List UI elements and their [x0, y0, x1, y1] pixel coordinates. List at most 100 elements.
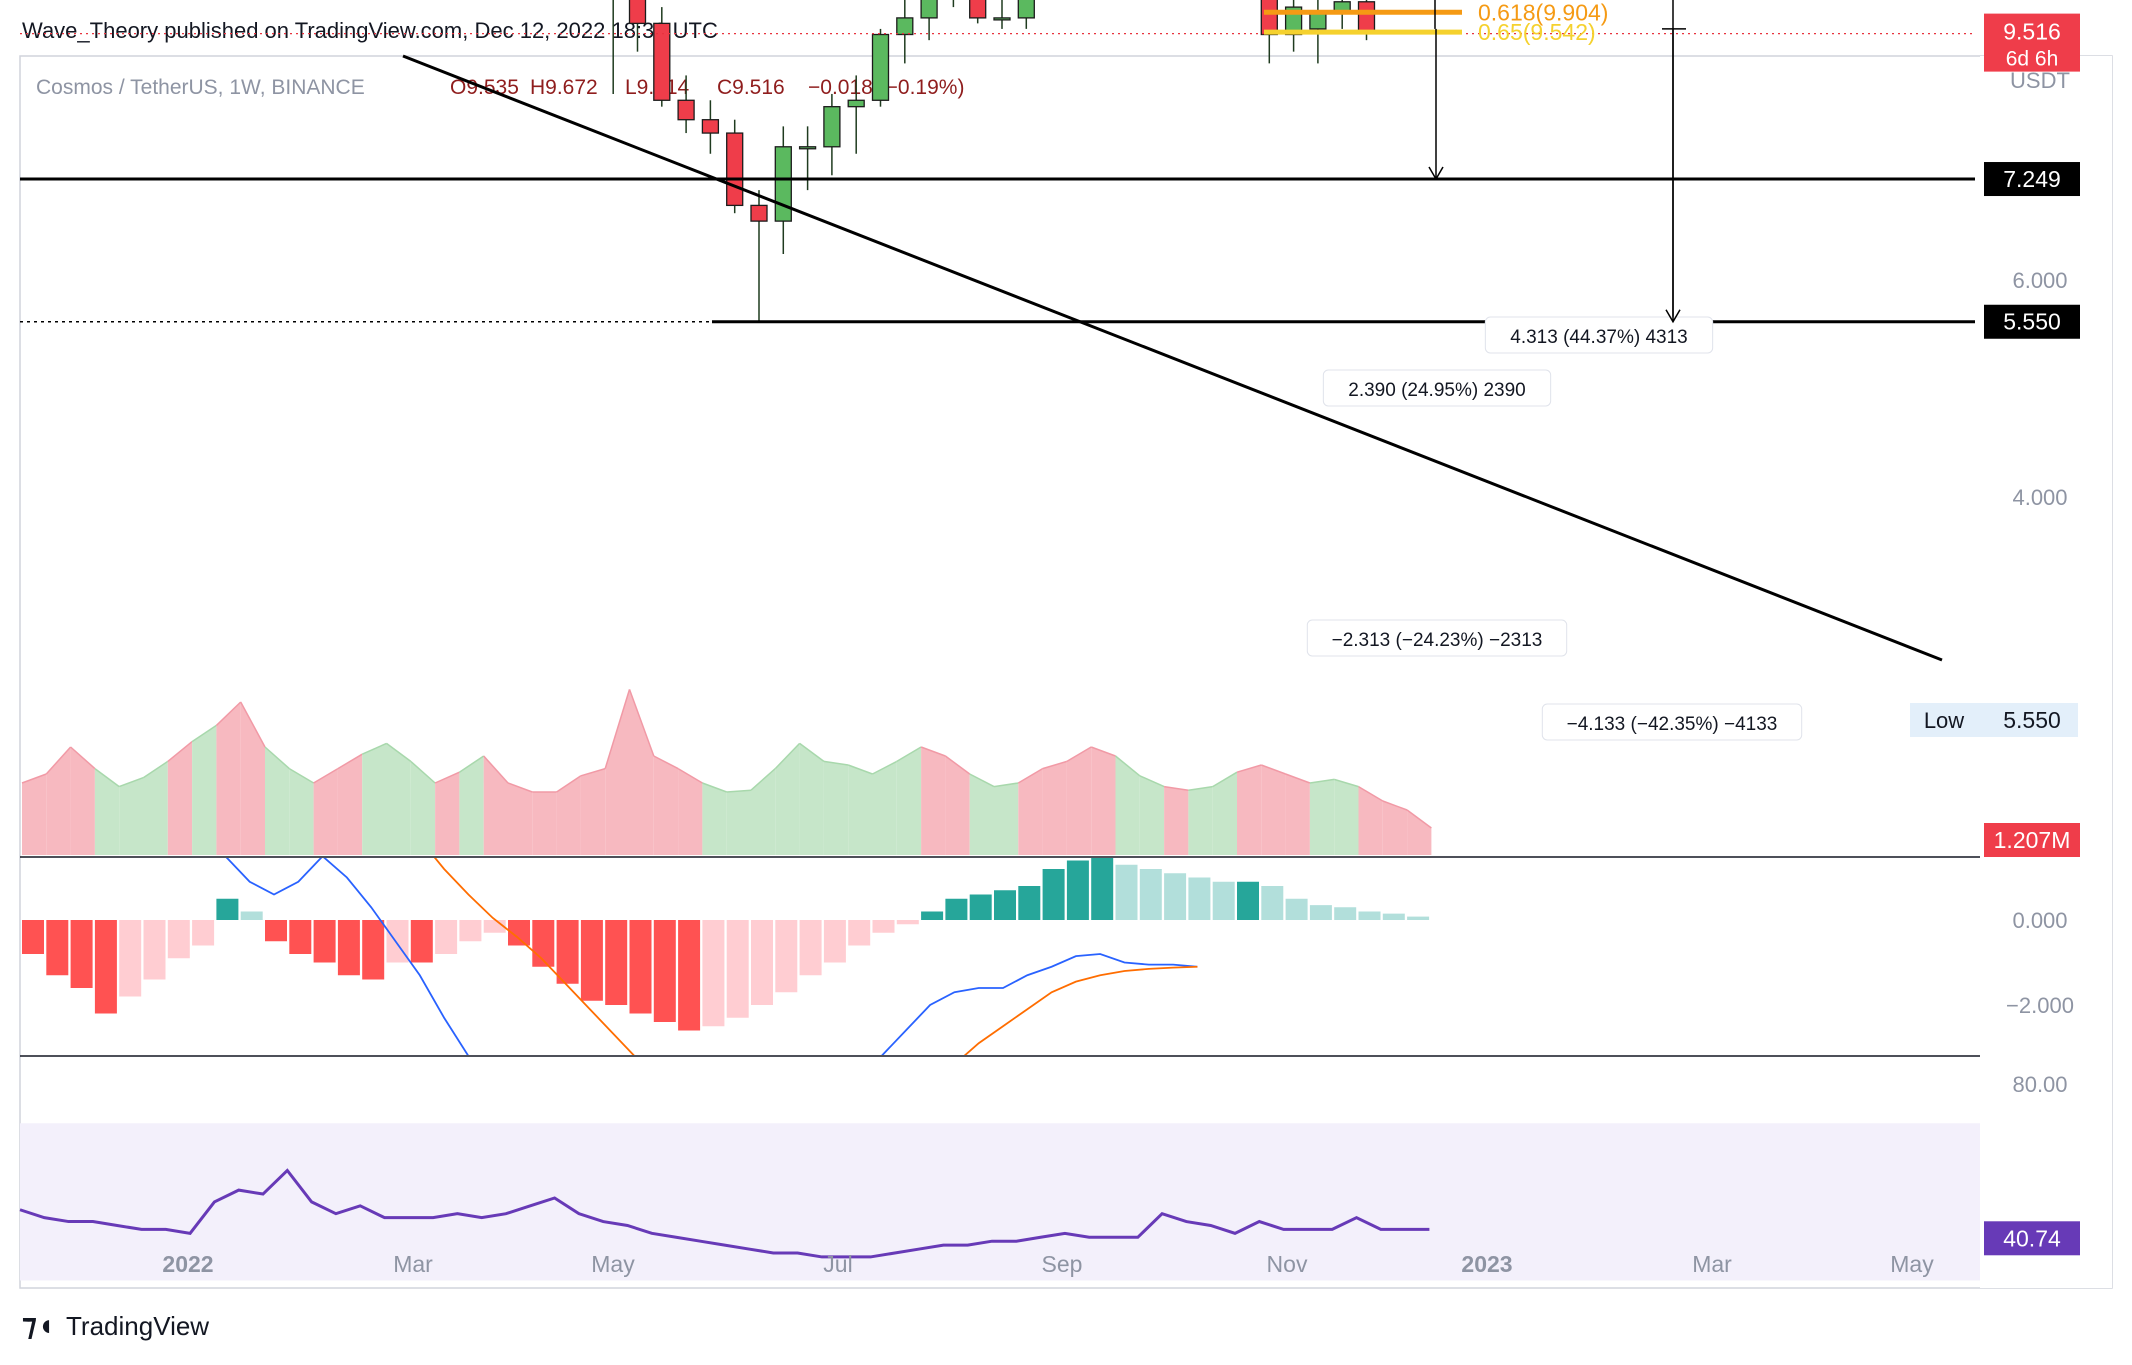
macd-histogram-bar: [775, 920, 798, 993]
volume-area-segment: [459, 756, 484, 855]
volume-area-segment: [653, 756, 679, 855]
volume-area-segment: [362, 743, 387, 855]
macd-tick-label: 0.000: [2012, 908, 2067, 933]
macd-histogram-bar: [1066, 860, 1089, 920]
volume-outline-segment: [434, 771, 460, 784]
macd-histogram-bar: [823, 920, 846, 963]
volume-outline-segment: [167, 741, 193, 762]
current-price-tag: 9.516: [2003, 19, 2061, 45]
price-axis-bg: [1980, 56, 2112, 1288]
symbol-label: Cosmos / TetherUS, 1W, BINANCE: [36, 76, 365, 99]
rsi-value-tag: 40.74: [2003, 1225, 2061, 1251]
macd-histogram-bar: [702, 920, 725, 1027]
volume-area-segment: [435, 772, 460, 855]
volume-outline-segment: [604, 689, 631, 769]
low-value: 5.550: [2003, 707, 2061, 733]
volume-outline-segment: [264, 746, 290, 770]
candle: [952, 0, 955, 8]
volume-area-segment: [1091, 747, 1116, 855]
volume-outline-segment: [774, 742, 801, 770]
candle-body: [726, 132, 744, 207]
candle: [823, 93, 841, 176]
candle: [1284, 0, 1303, 52]
macd-histogram-bar: [362, 920, 385, 980]
volume-area-segment: [1285, 774, 1310, 855]
volume-area-segment: [1334, 779, 1359, 855]
volume-area-segment: [508, 783, 533, 855]
volume-area-segment: [532, 792, 557, 855]
axes-layer: USDT28.50022.50018.50011.5006.0004.00020…: [162, 13, 2112, 1288]
candle: [969, 0, 987, 24]
macd-histogram-bar: [337, 920, 360, 976]
volume-outline-segment: [45, 746, 72, 775]
macd-histogram-bar: [629, 920, 652, 1014]
volume-outline-segment: [361, 742, 387, 755]
volume-area-segment: [994, 783, 1019, 855]
macd-histogram-bar: [1164, 873, 1187, 920]
candle-body: [798, 146, 817, 150]
volume-area-segment: [313, 768, 338, 855]
volume-outline-segment: [1333, 778, 1359, 788]
macd-histogram-bar: [22, 920, 44, 954]
candle: [896, 0, 914, 64]
time-tick-label: 2022: [162, 1251, 213, 1277]
macd-tick-label: −2.000: [2006, 993, 2074, 1018]
time-tick-label: May: [1890, 1251, 1934, 1277]
macd-histogram-bar: [313, 920, 336, 963]
macd-histogram-bar: [410, 920, 433, 963]
volume-area-segment: [872, 761, 897, 855]
candle: [993, 0, 1011, 29]
volume-area-segment: [216, 702, 241, 855]
volume-outline-segment: [702, 782, 727, 793]
volume-outline-segment: [94, 767, 120, 788]
volume-area-segment: [823, 761, 849, 855]
volume-outline-segment: [458, 755, 485, 773]
volume-area-segment: [337, 754, 363, 855]
volume-area-segment: [556, 775, 581, 855]
macd-histogram-bar: [994, 890, 1016, 920]
volume-area-segment: [945, 756, 970, 855]
volume-outline-segment: [920, 746, 946, 757]
volume-area-segment: [775, 743, 800, 855]
macd-histogram-bar: [678, 920, 701, 1031]
macd-histogram-bar: [265, 920, 287, 942]
candle-body: [701, 119, 720, 134]
macd-histogram-bar: [1382, 913, 1405, 920]
volume-area-segment: [1309, 779, 1335, 855]
tradingview-logo: ⁊◖: [22, 1309, 55, 1342]
volume-area-segment: [1018, 768, 1043, 855]
tv-logo-icon: ⁊◖: [22, 1309, 55, 1342]
macd-histogram-bar: [1212, 881, 1235, 920]
macd-histogram-bar: [119, 920, 142, 997]
volume-outline-segment: [1382, 800, 1408, 811]
volume-area-segment: [1358, 786, 1383, 855]
time-tick-label: Jul: [823, 1251, 852, 1277]
macd-histogram-bar: [1042, 869, 1065, 920]
macd-histogram-bar: [726, 920, 749, 1018]
volume-outline-segment: [143, 760, 169, 779]
macd-histogram-bar: [289, 920, 312, 954]
price-tick-label: 4.000: [2012, 485, 2067, 510]
macd-histogram-bar: [751, 920, 773, 1005]
current-price-tag-bg: [1984, 13, 2080, 72]
measure-label-down-large-box: [1541, 703, 1803, 741]
macd-histogram-bar: [167, 920, 190, 959]
volume-area-segment: [265, 747, 290, 855]
volume-outline-segment: [191, 724, 217, 743]
candle: [750, 190, 768, 322]
volume-outline-segment: [872, 760, 898, 775]
time-tick-label: Mar: [1692, 1251, 1732, 1277]
volume-area-segment: [143, 761, 168, 855]
volume-area-segment: [1066, 747, 1092, 855]
macd-histogram-bar: [945, 898, 968, 920]
macd-pane: [22, 858, 1430, 1055]
volume-area-segment: [1188, 786, 1213, 855]
volume-tag: 1.207M: [1994, 827, 2071, 853]
candle-body: [653, 22, 671, 101]
measure-label-up-small-box: [1322, 369, 1552, 407]
candle-body: [1309, 11, 1327, 30]
volume-area-segment: [1042, 761, 1067, 855]
volume-area-segment: [921, 747, 946, 855]
volume-area-segment: [386, 743, 411, 855]
